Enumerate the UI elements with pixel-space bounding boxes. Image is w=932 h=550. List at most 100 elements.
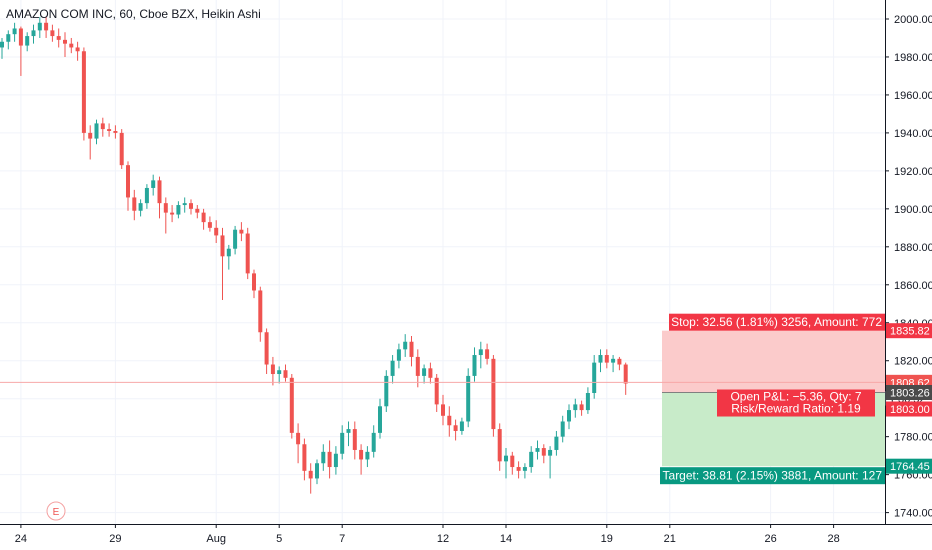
risk-reward-label: Risk/Reward Ratio: 1.19 [731, 402, 861, 416]
earnings-event-label: E [53, 507, 60, 518]
candle-body [308, 470, 313, 479]
candle-body [113, 131, 118, 133]
candle-body [371, 432, 376, 452]
candle-body [44, 22, 49, 31]
price-axis[interactable]: 2000.00 1980.00 1960.00 1940.00 1920.00 1900.… [885, 0, 932, 550]
price-tick-label: 1860.00 [894, 280, 932, 292]
candle-body [352, 429, 357, 450]
time-axis[interactable]: 24 29 Aug 5 7 12 14 19 21 26 28 [0, 524, 932, 550]
candle-body [623, 364, 628, 384]
candle-body [472, 355, 477, 376]
candle-body [466, 375, 471, 422]
candle-body [233, 229, 238, 249]
target-price-tag-label: 1764.45 [890, 461, 930, 473]
candle-body [283, 370, 288, 378]
candle-body [396, 349, 401, 361]
candle-body [428, 368, 433, 378]
candle-body [75, 47, 80, 52]
candle-body [18, 28, 23, 46]
target-label-box[interactable] [660, 467, 885, 485]
candle-body [138, 203, 143, 211]
candle-body [415, 356, 420, 376]
candle-body [541, 448, 546, 456]
price-axis-bg[interactable] [885, 0, 932, 550]
candle-body [69, 43, 74, 48]
candle-body [409, 341, 414, 357]
time-tick-label: 19 [601, 533, 613, 545]
time-tick-label: 5 [276, 533, 282, 545]
candle-body [333, 453, 338, 468]
price-tick-label: 1820.00 [894, 356, 932, 368]
candle-body [195, 208, 200, 213]
candle-body [245, 233, 250, 274]
candle-body [81, 51, 86, 133]
candle-body [604, 355, 609, 363]
candle-body [94, 123, 99, 139]
price-tick-label: 1900.00 [894, 204, 932, 216]
time-axis-bg[interactable] [0, 524, 932, 550]
time-tick-label: 28 [827, 533, 839, 545]
target-label: Target: 38.81 (2.15%) 3881, Amount: 127 [663, 469, 883, 483]
candle-body [189, 203, 193, 209]
candle-body [252, 273, 256, 291]
candle-body [447, 415, 452, 426]
stop-label: Stop: 32.56 (1.81%) 3256, Amount: 772 [671, 315, 882, 329]
candle-body [560, 421, 565, 437]
candle-body [459, 421, 464, 431]
pnl-box[interactable] [717, 389, 875, 417]
time-tick-label: Aug [206, 533, 226, 545]
candle-body [239, 229, 244, 234]
candle-body [485, 349, 490, 359]
earnings-event-icon[interactable] [46, 501, 66, 521]
candle-body [321, 451, 326, 464]
candle-body [176, 205, 181, 215]
candle-body [214, 227, 219, 236]
candle-body [25, 36, 30, 46]
candle-body [378, 406, 382, 433]
candle-body [554, 436, 559, 450]
candle-body [6, 34, 11, 42]
stop-price-tag [886, 323, 932, 339]
candle-body [31, 30, 36, 37]
candle-body [315, 463, 319, 479]
candle-body [327, 451, 332, 468]
chart-title: AMAZON COM INC, 60, Cboe BZX, Heikin Ash… [6, 7, 261, 21]
candle-body [277, 370, 282, 375]
candle-body [37, 22, 42, 31]
candle-body [478, 349, 483, 356]
candle-body [132, 197, 137, 211]
candle-body [434, 377, 439, 405]
candle-body [289, 377, 294, 433]
candle-body [0, 41, 4, 48]
candle-body [535, 448, 540, 452]
candle-body [170, 212, 175, 215]
price-tick-label: 1880.00 [894, 242, 932, 254]
candle-body [548, 449, 553, 456]
stop-label-box[interactable] [669, 313, 885, 331]
candle-body [157, 180, 162, 204]
candle-body [56, 36, 61, 40]
candles [0, 17, 628, 494]
candle-body [497, 429, 502, 462]
price-tick-label: 1960.00 [894, 90, 932, 102]
candle-body [453, 425, 458, 431]
candle-body [579, 404, 584, 411]
candle-body [585, 393, 590, 411]
price-overlays: Stop: 32.56 (1.81%) 3256, Amount: 772 Tar… [0, 313, 885, 521]
candle-body [522, 467, 527, 471]
candle-body [270, 364, 275, 375]
time-tick-label: 12 [437, 533, 449, 545]
candle-body [126, 165, 130, 198]
candle-body [384, 375, 389, 407]
stop-zone[interactable] [662, 330, 885, 393]
candle-body [573, 404, 578, 411]
candle-body [491, 358, 496, 430]
candle-body [50, 30, 55, 37]
candle-body [226, 248, 231, 257]
candle-body [63, 39, 67, 44]
candle-body [151, 180, 156, 188]
candle-body [510, 455, 515, 468]
candle-body [296, 432, 301, 445]
candle-body [302, 444, 307, 471]
